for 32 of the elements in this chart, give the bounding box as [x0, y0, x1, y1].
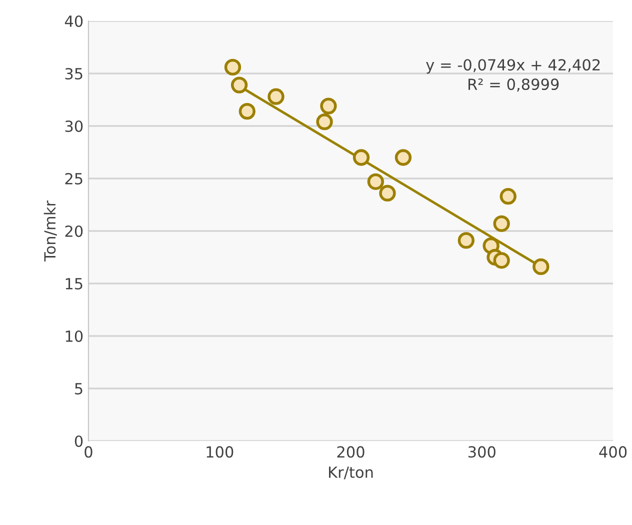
point: [500, 188, 516, 205]
y-tick-label: 0: [74, 435, 83, 448]
point: [238, 102, 256, 120]
y-tick-label: 10: [66, 330, 83, 342]
point: [493, 215, 510, 232]
point: [268, 88, 284, 105]
x-tick-label: 0: [84, 446, 92, 458]
annotation: y = -0,0749x + 42,402 R² = 0,8999: [426, 59, 600, 92]
point: [230, 76, 248, 94]
y-axis-title: Ton/mkr: [44, 200, 57, 262]
x-axis-title: Kr/ton: [329, 466, 373, 480]
point: [224, 58, 242, 76]
point: [367, 173, 384, 190]
point: [493, 252, 510, 269]
point: [316, 113, 333, 130]
y-tick-label: 5: [75, 383, 82, 395]
y-tick-label: 30: [65, 120, 83, 132]
point: [352, 149, 370, 166]
y-tick-label: 35: [65, 68, 82, 80]
x-tick-label: 400: [599, 446, 627, 458]
point: [394, 149, 412, 166]
y-tick-label: 15: [66, 278, 82, 290]
y-tick-label: 40: [64, 15, 83, 28]
y-tick-label: 20: [65, 225, 83, 238]
point: [458, 232, 474, 249]
x-tick-label: 100: [206, 446, 234, 458]
x-tick-label: 300: [468, 446, 496, 458]
point: [379, 184, 396, 202]
x-tick-label: 200: [337, 446, 364, 458]
y-tick-label: 25: [65, 172, 82, 185]
point: [320, 98, 337, 114]
point: [532, 258, 550, 276]
